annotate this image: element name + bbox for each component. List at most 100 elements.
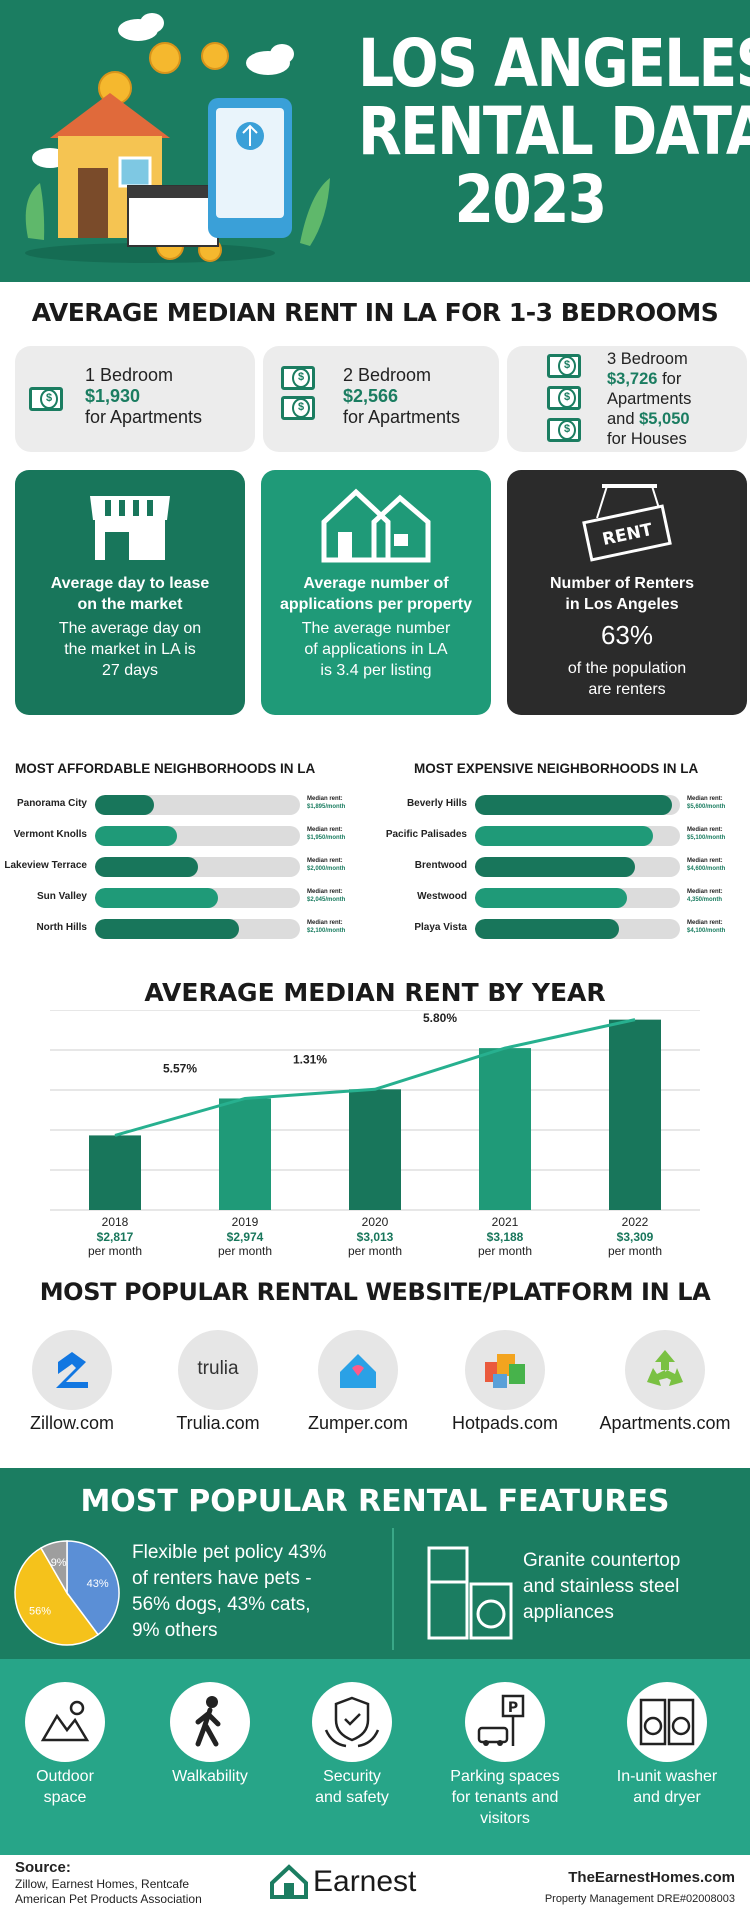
washer-icon	[627, 1682, 707, 1762]
rent-type: for Houses	[607, 430, 687, 448]
feature-outdoor: Outdoor space	[36, 1768, 94, 1806]
rent-bar-fill	[95, 857, 198, 877]
rent-type: Apartments	[607, 390, 692, 408]
rent-type: for Apartments	[343, 407, 461, 427]
platforms-title: MOST POPULAR RENTAL WEBSITE/PLATFORM IN …	[39, 1278, 711, 1306]
rent-price: $2,566	[343, 386, 399, 406]
x-tick-label: 2022	[622, 1215, 649, 1229]
rent-bar-fill	[95, 888, 218, 908]
dollar-bill-icon	[547, 418, 581, 442]
platform-label-hotpads[interactable]: Hotpads.com	[451, 1413, 559, 1433]
growth-label: 5.80%	[423, 1011, 457, 1025]
renters-title: Number of Renters in Los Angeles	[549, 575, 695, 613]
median-rent-label: Median rent: $2,100/month	[307, 920, 346, 934]
platform-label-trulia[interactable]: Trulia.com	[176, 1413, 260, 1433]
dre-number: Property Management DRE#02008003	[544, 1893, 735, 1905]
per-month-label: per month	[88, 1244, 142, 1258]
x-tick-label: 2019	[232, 1215, 259, 1229]
rent-card-3-bedroom: 3 Bedroom $3,726 for Apartments and $5,0…	[507, 346, 747, 452]
rent-type: for Apartments	[85, 407, 203, 427]
rent-bar-fill	[475, 919, 619, 939]
median-rent-label: Median rent: $2,045/month	[307, 889, 346, 903]
rent-for: for	[662, 370, 682, 388]
neighborhood-name: Vermont Knolls	[13, 829, 87, 840]
divider	[392, 1528, 394, 1650]
dollar-bill-icon	[29, 387, 63, 411]
platform-label-zumper[interactable]: Zumper.com	[307, 1413, 409, 1433]
neighborhood-name: Sun Valley	[36, 891, 87, 902]
rent-bar-track	[95, 857, 300, 877]
rent-bar-fill	[475, 795, 672, 815]
per-month-label: per month	[608, 1244, 662, 1258]
bar-2019	[219, 1098, 271, 1210]
appliances-text: Granite countertop and stainless steel app…	[523, 1550, 681, 1623]
per-month-label: per month	[478, 1244, 532, 1258]
bar-2020	[349, 1089, 401, 1210]
rent-card-2-bedroom: 2 Bedroom $2,566 for Apartments	[263, 346, 499, 452]
applications-card: Average number of applications per proper…	[261, 470, 491, 715]
storefront-icon	[90, 496, 170, 560]
bar-2018	[89, 1135, 141, 1210]
source-text: Zillow, Earnest Homes, Rentcafe American …	[15, 1877, 202, 1906]
pie-slice	[39, 1540, 68, 1596]
footer: Source: Zillow, Earnest Homes, Rentcafe A…	[0, 1855, 750, 1920]
x-tick-label: 2018	[102, 1215, 129, 1229]
source-title: Source:	[15, 1859, 71, 1876]
renters-body: of the population are renters	[567, 660, 687, 698]
rent-bar-track	[95, 795, 300, 815]
median-rent-label: Median rent: 4,350/month	[687, 889, 723, 903]
median-rent-label: Median rent: $4,600/month	[687, 858, 726, 872]
neighborhood-name: Lakeview Terrace	[4, 860, 87, 871]
rent-price: $3,726	[607, 370, 658, 388]
hotpads-icon[interactable]	[465, 1330, 545, 1410]
svg-text:P: P	[508, 1700, 518, 1716]
dollar-bill-icon	[281, 366, 315, 390]
feature-security: Security and safety	[315, 1768, 389, 1806]
zumper-icon[interactable]	[318, 1330, 398, 1410]
lease-days-card: Average day to lease on the market The av…	[15, 470, 245, 715]
bar-2021	[479, 1048, 531, 1210]
earnest-logo-icon	[270, 1864, 308, 1899]
median-rent-label: Median rent: $5,600/month	[687, 796, 726, 810]
dollar-bill-icon	[281, 396, 315, 420]
rent-section-title: AVERAGE MEDIAN RENT IN LA FOR 1-3 BEDROO…	[31, 298, 719, 327]
outdoor-icon	[25, 1682, 105, 1762]
rent-bar-track	[475, 919, 680, 939]
bedroom-label: 2 Bedroom	[343, 365, 432, 385]
median-rent-label: Median rent: $1,950/month	[307, 827, 346, 841]
rent-and: and	[607, 410, 635, 428]
platform-label-zillow[interactable]: Zillow.com	[29, 1413, 114, 1433]
parking-icon: P	[465, 1682, 545, 1762]
median-rent-label: Median rent: $1,895/month	[307, 796, 346, 810]
trend-line	[114, 1018, 636, 1137]
median-rent-label: Median rent: $5,100/month	[687, 827, 726, 841]
trulia-logo: trulia	[197, 1358, 239, 1379]
applications-body: The average number of applications in LA i…	[301, 620, 451, 679]
rent-bar-fill	[475, 857, 635, 877]
bar-2022	[609, 1019, 661, 1210]
rent-card-1-bedroom: 1 Bedroom $1,930 for Apartments	[15, 346, 255, 452]
renters-percent: 63%	[600, 620, 654, 650]
apartments-icon[interactable]	[625, 1330, 705, 1410]
zillow-icon[interactable]	[32, 1330, 112, 1410]
walking-icon	[170, 1682, 250, 1762]
page-title: LOS ANGELES RENTAL DATA 2023	[358, 25, 750, 238]
rent-bar-track	[95, 888, 300, 908]
value-label: $3,188	[487, 1230, 524, 1244]
renters-card: RENT Number of Renters in Los Angeles 63%…	[507, 470, 747, 715]
features-title: MOST POPULAR RENTAL FEATURES	[80, 1484, 670, 1519]
value-label: $3,309	[617, 1230, 654, 1244]
bedroom-label: 3 Bedroom	[607, 350, 688, 368]
lease-body: The average day on the market in LA is 27 …	[58, 620, 202, 679]
neighborhood-name: Beverly Hills	[406, 798, 467, 809]
header-banner: LOS ANGELES RENTAL DATA 2023	[0, 0, 750, 282]
trulia-icon[interactable]: trulia	[178, 1330, 258, 1410]
feature-parking: Parking spaces for tenants and visitors	[450, 1768, 560, 1827]
neighborhood-name: North Hills	[36, 922, 87, 933]
security-icon	[312, 1682, 392, 1762]
dollar-bill-icon	[547, 386, 581, 410]
value-label: $2,817	[97, 1230, 134, 1244]
website-link[interactable]: TheEarnestHomes.com	[568, 1869, 735, 1886]
platform-label-apartments[interactable]: Apartments.com	[599, 1413, 731, 1433]
features-section: MOST POPULAR RENTAL FEATURES 43% 56% 9% Fl…	[0, 1468, 750, 1855]
